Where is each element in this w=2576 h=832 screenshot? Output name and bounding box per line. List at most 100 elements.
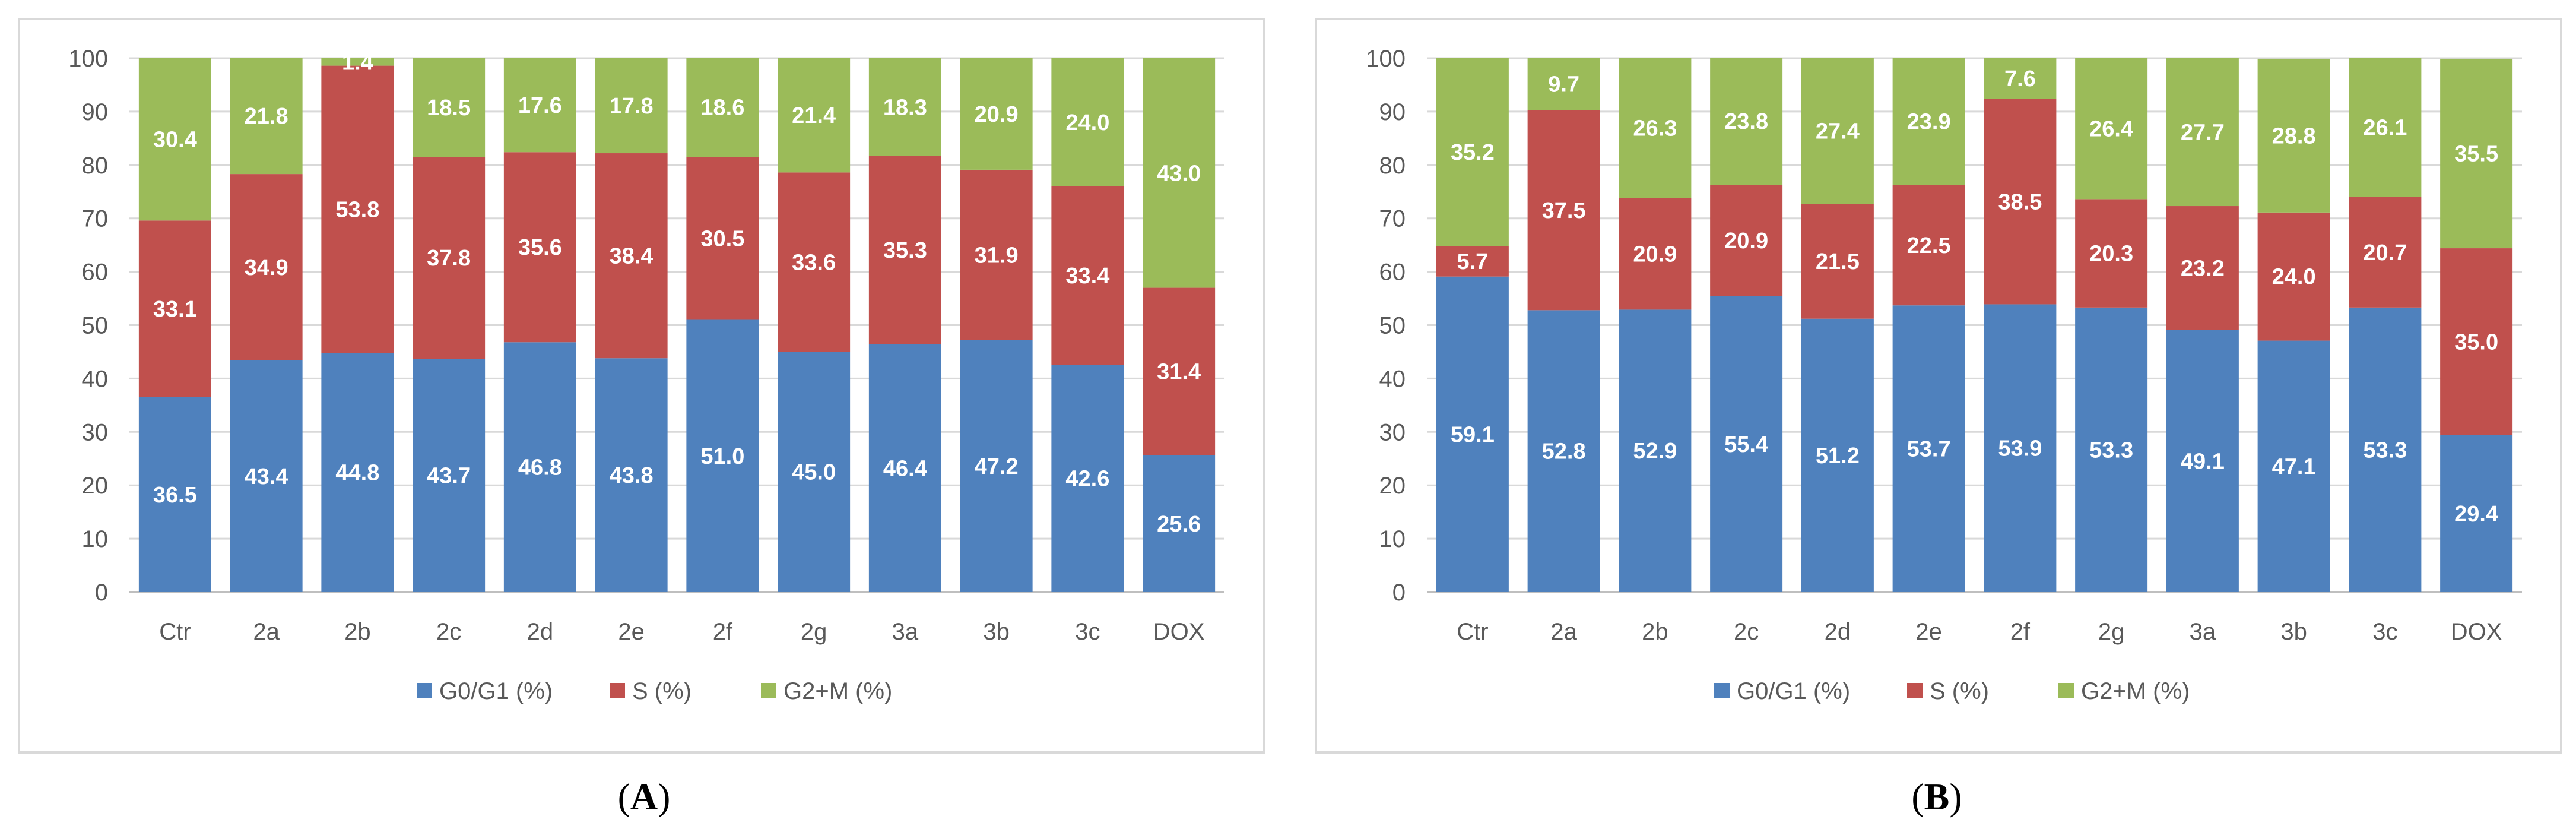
bar-segment: [1892, 185, 1965, 306]
y-axis-ticks: 0 10 20 30 40 50 60 70 80 90 100: [1366, 46, 1406, 606]
data-label: 31.9: [975, 243, 1019, 268]
legend-swatch: [1907, 683, 1923, 698]
data-label: 37.8: [427, 246, 471, 271]
data-label: 53.3: [2363, 438, 2407, 463]
data-label: 30.5: [700, 226, 744, 251]
bar-segment: [1801, 58, 1874, 204]
data-label: 28.8: [2272, 124, 2316, 148]
x-tick-label: 2d: [1825, 619, 1851, 645]
bar-segment: [1436, 276, 1509, 592]
data-label: 23.9: [1907, 110, 1951, 135]
y-tick-label: 0: [1392, 580, 1406, 606]
bar-segment: [686, 319, 759, 592]
bar-segment: [138, 220, 211, 397]
data-label: 22.5: [1907, 233, 1951, 258]
data-label: 46.8: [518, 455, 562, 480]
x-tick-label: DOX: [2451, 619, 2502, 645]
bar-segment: [1892, 58, 1965, 185]
bar-segment: [868, 58, 941, 156]
bar-segment: [1619, 198, 1692, 310]
data-label: 18.3: [883, 95, 927, 120]
bar-segment: [1892, 305, 1965, 592]
data-label: 17.8: [610, 94, 653, 119]
bar-segment: [595, 153, 668, 359]
bar-segment: [2075, 199, 2148, 308]
bar-segment: [868, 156, 941, 344]
bar-segment: [2166, 58, 2239, 207]
x-tick-label: 3a: [2190, 619, 2216, 645]
bar-segment: [2440, 435, 2513, 592]
bars: [138, 58, 1216, 592]
bar-segment: [138, 58, 211, 221]
y-tick-label: 30: [1379, 419, 1406, 445]
y-tick-label: 60: [82, 260, 109, 286]
data-label: 18.5: [427, 96, 471, 121]
data-label: 51.0: [700, 444, 744, 469]
bar-segment: [2166, 206, 2239, 330]
data-label: 35.3: [883, 238, 927, 263]
x-tick-label: DOX: [1153, 619, 1205, 645]
data-label: 53.3: [2089, 438, 2133, 463]
bar-segment: [1051, 58, 1124, 186]
data-label: 24.0: [2272, 265, 2316, 290]
legend-label: S (%): [1930, 678, 1989, 704]
y-tick-label: 50: [1379, 313, 1406, 339]
data-label: 23.2: [2181, 256, 2225, 281]
data-label: 29.4: [2454, 502, 2498, 527]
data-label: 37.5: [1542, 198, 1586, 223]
data-label: 33.4: [1065, 264, 1109, 289]
data-label: 51.2: [1816, 444, 1860, 469]
y-tick-label: 70: [1379, 206, 1406, 232]
data-label: 55.4: [1724, 432, 1768, 457]
legend-label: G0/G1 (%): [1737, 678, 1850, 704]
data-label: 9.7: [1548, 72, 1579, 97]
data-label: 36.5: [153, 483, 197, 508]
bar-segment: [1984, 58, 2057, 99]
gridlines: [129, 57, 1224, 593]
chart-panel-b: 0 10 20 30 40 50 60 70 80 90 100 59.1 5.7 35.2 52.8 37…: [1315, 18, 2562, 818]
y-tick-label: 0: [95, 580, 108, 606]
x-tick-label: 3b: [2280, 619, 2307, 645]
y-tick-label: 100: [68, 46, 108, 72]
bar-segment: [2440, 58, 2513, 249]
bar-segment: [1051, 365, 1124, 592]
bar-segment: [2349, 197, 2422, 308]
legend-label: S (%): [632, 678, 691, 704]
data-label: 46.4: [883, 456, 927, 481]
bar-segment: [2257, 58, 2330, 213]
bar-segment: [1436, 58, 1509, 246]
x-tick-label: 2a: [253, 619, 280, 645]
x-tick-label: Ctr: [1457, 619, 1488, 645]
bar-segment: [1051, 186, 1124, 365]
y-axis-ticks: 0 10 20 30 40 50 60 70 80 90 100: [68, 46, 108, 606]
data-label: 52.8: [1542, 439, 1586, 464]
x-tick-label: 2e: [1915, 619, 1942, 645]
data-label: 21.4: [792, 103, 836, 128]
data-label: 43.8: [610, 463, 653, 488]
bar-segment: [2440, 248, 2513, 435]
x-tick-label: 3c: [2372, 619, 2397, 645]
data-label: 35.6: [518, 235, 562, 260]
data-label: 26.3: [1633, 116, 1677, 141]
bar-segment: [2075, 58, 2148, 200]
bar-segment: [230, 58, 303, 175]
data-label: 31.4: [1157, 360, 1201, 385]
x-tick-label: 2b: [344, 619, 371, 645]
x-tick-label: 2g: [801, 619, 827, 645]
bar-segment: [321, 58, 394, 66]
data-label: 52.9: [1633, 439, 1677, 464]
bar-segment: [413, 157, 486, 359]
bar-segment: [1527, 58, 1600, 110]
data-label: 47.1: [2272, 454, 2316, 479]
legend-label: G2+M (%): [783, 678, 892, 704]
y-tick-label: 90: [1379, 99, 1406, 125]
data-label: 20.3: [2089, 242, 2133, 267]
bar-segment: [778, 58, 851, 173]
bar-segment: [2257, 340, 2330, 592]
bar-segment: [1619, 58, 1692, 198]
data-label: 24.0: [1065, 110, 1109, 135]
data-label: 45.0: [792, 460, 836, 485]
x-tick-label: Ctr: [159, 619, 191, 645]
data-label: 43.7: [427, 464, 471, 489]
data-label: 20.9: [975, 102, 1019, 127]
